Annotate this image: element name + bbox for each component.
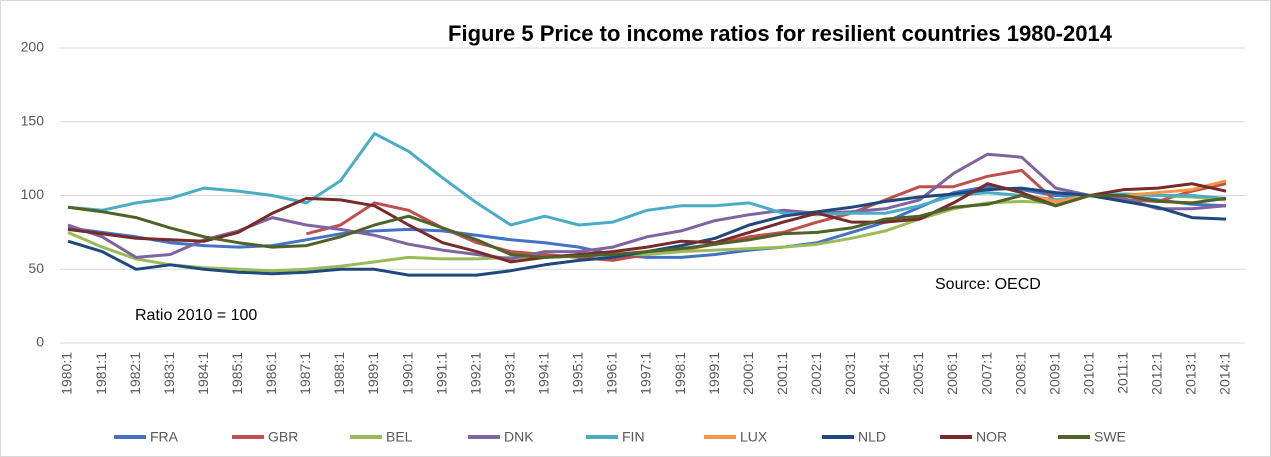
series-line <box>67 152 1227 261</box>
legend-label: NOR <box>976 429 1007 445</box>
x-tick-label: 1995:1 <box>570 352 586 395</box>
series-line <box>67 182 1227 264</box>
x-tick-label: 2003:1 <box>842 352 858 395</box>
y-tick-label: 150 <box>21 112 45 128</box>
x-tick-label: 1986:1 <box>263 352 279 395</box>
series-line <box>67 192 1227 273</box>
chart-title: Figure 5 Price to income ratios for resi… <box>448 21 1113 46</box>
x-tick-label: 2013:1 <box>1183 352 1199 395</box>
legend-label: GBR <box>268 429 298 445</box>
x-tick-label: 1982:1 <box>127 352 143 395</box>
x-tick-label: 1985:1 <box>229 352 245 395</box>
y-tick-label: 0 <box>36 334 44 350</box>
legend-label: SWE <box>1094 429 1126 445</box>
y-tick-label: 100 <box>21 186 45 202</box>
x-tick-label: 1994:1 <box>536 352 552 395</box>
annotation: Source: OECD <box>935 276 1041 293</box>
x-tick-label: 1998:1 <box>672 352 688 395</box>
x-tick-label: 2007:1 <box>978 352 994 395</box>
x-tick-label: 1980:1 <box>59 352 75 395</box>
x-tick-label: 2011:1 <box>1115 352 1131 394</box>
x-tick-label: 2014:1 <box>1217 352 1233 395</box>
x-tick-label: 2012:1 <box>1149 352 1165 395</box>
x-tick-label: 2006:1 <box>944 352 960 395</box>
x-tick-label: 1999:1 <box>706 352 722 395</box>
x-tick-label: 1993:1 <box>501 352 517 395</box>
x-tick-label: 1991:1 <box>433 352 449 395</box>
x-tick-label: 2002:1 <box>808 352 824 395</box>
x-tick-label: 1992:1 <box>467 352 483 395</box>
legend-label: FIN <box>622 429 645 445</box>
x-tick-label: 1997:1 <box>638 352 654 395</box>
x-tick-label: 1983:1 <box>161 352 177 395</box>
legend-label: DNK <box>504 429 534 445</box>
y-tick-label: 50 <box>28 260 44 276</box>
x-tick-label: 1989:1 <box>365 352 381 395</box>
x-tick-label: 2009:1 <box>1046 352 1062 395</box>
x-tick-label: 1996:1 <box>604 352 620 395</box>
x-tick-label: 2010:1 <box>1080 352 1096 395</box>
legend-label: NLD <box>858 429 886 445</box>
x-tick-label: 2005:1 <box>910 352 926 395</box>
x-tick-label: 1990:1 <box>399 352 415 395</box>
x-tick-label: 2001:1 <box>774 352 790 395</box>
legend-label: LUX <box>740 429 768 445</box>
y-tick-label: 200 <box>21 39 45 55</box>
x-tick-label: 1988:1 <box>331 352 347 395</box>
legend-label: FRA <box>150 429 179 445</box>
x-tick-label: 1981:1 <box>93 352 109 395</box>
legend-label: BEL <box>386 429 413 445</box>
x-tick-label: 2004:1 <box>876 352 892 395</box>
x-tick-label: 2008:1 <box>1012 352 1028 395</box>
series-line <box>67 194 1227 259</box>
x-tick-label: 1987:1 <box>297 352 313 395</box>
x-tick-label: 1984:1 <box>195 352 211 395</box>
annotation: Ratio 2010 = 100 <box>135 307 257 324</box>
x-tick-label: 2000:1 <box>740 352 756 395</box>
